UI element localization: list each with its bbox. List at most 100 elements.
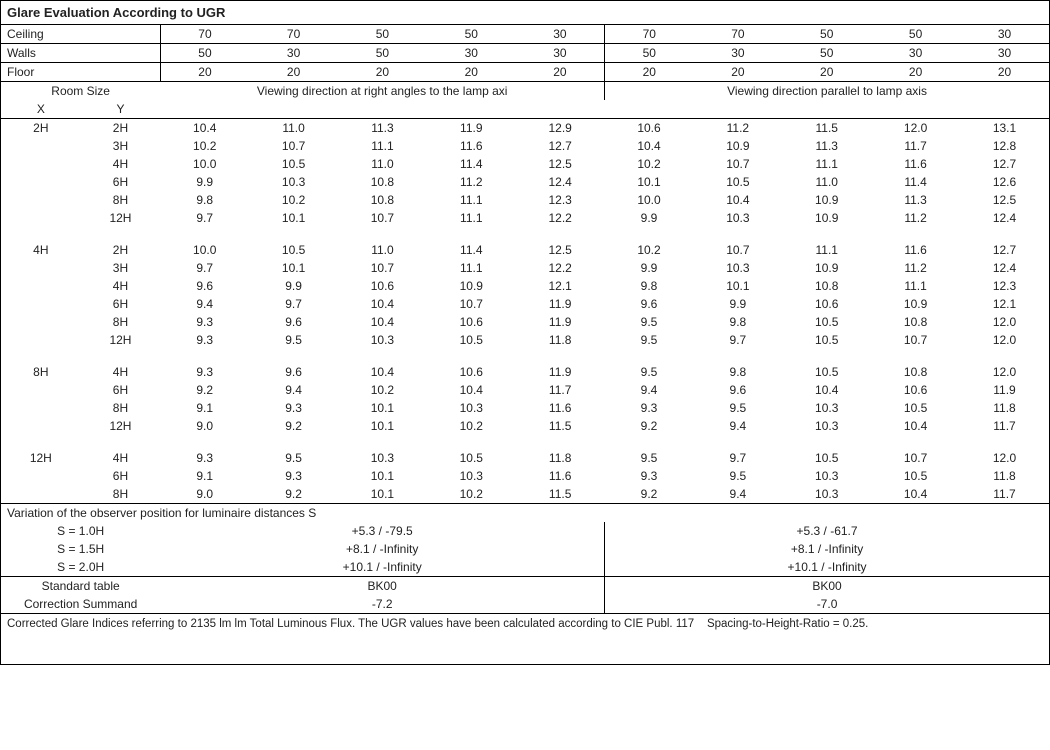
ugr-value: 10.5 [249, 155, 338, 173]
ceiling-val: 50 [427, 25, 516, 44]
ugr-value: 10.2 [160, 137, 249, 155]
spacer [427, 349, 516, 363]
spacer [516, 435, 605, 449]
ugr-value: 9.1 [160, 399, 249, 417]
ugr-value: 11.0 [249, 119, 338, 138]
ugr-value: 11.9 [960, 381, 1049, 399]
ugr-value: 10.1 [338, 485, 427, 504]
ugr-value: 10.0 [160, 155, 249, 173]
ugr-value: 10.3 [782, 485, 871, 504]
x-value [1, 485, 81, 504]
ugr-value: 10.5 [782, 331, 871, 349]
x-value: 12H [1, 449, 81, 467]
spacer [338, 349, 427, 363]
y-value: 2H [81, 119, 161, 138]
ugr-value: 10.3 [782, 467, 871, 485]
ugr-value: 10.7 [427, 295, 516, 313]
y-value: 12H [81, 209, 161, 227]
y-value: 6H [81, 467, 161, 485]
ugr-value: 10.9 [693, 137, 782, 155]
ugr-value: 11.3 [782, 137, 871, 155]
y-label: Y [81, 100, 161, 119]
ugr-value: 10.4 [160, 119, 249, 138]
floor-val: 20 [338, 63, 427, 82]
ugr-value: 11.2 [871, 209, 960, 227]
x-value: 8H [1, 363, 81, 381]
ugr-value: 11.3 [338, 119, 427, 138]
ugr-value: 10.6 [782, 295, 871, 313]
variation-right: +5.3 / -61.7 [605, 522, 1049, 540]
ceiling-val: 30 [960, 25, 1049, 44]
ugr-value: 11.7 [960, 417, 1049, 435]
spacer [338, 227, 427, 241]
ugr-value: 10.8 [871, 363, 960, 381]
x-value [1, 313, 81, 331]
standard-label: Standard table [1, 577, 160, 596]
spacer [605, 435, 694, 449]
x-value [1, 331, 81, 349]
x-value [1, 191, 81, 209]
y-value: 6H [81, 381, 161, 399]
spacer [871, 227, 960, 241]
ugr-value: 11.6 [427, 137, 516, 155]
ugr-value: 11.5 [516, 417, 605, 435]
ugr-value: 9.5 [249, 331, 338, 349]
ugr-value: 9.3 [605, 399, 694, 417]
ceiling-val: 70 [605, 25, 694, 44]
ugr-value: 11.1 [782, 155, 871, 173]
y-value: 8H [81, 399, 161, 417]
spacer [1, 435, 81, 449]
x-value [1, 155, 81, 173]
variation-left: +5.3 / -79.5 [160, 522, 604, 540]
ugr-value: 10.0 [160, 241, 249, 259]
ugr-table-container: Glare Evaluation According to UGR Ceilin… [0, 0, 1050, 665]
ugr-value: 10.2 [338, 381, 427, 399]
ugr-value: 10.4 [871, 417, 960, 435]
floor-val: 20 [782, 63, 871, 82]
x-label: X [1, 100, 81, 119]
ugr-value: 9.1 [160, 467, 249, 485]
ugr-value: 10.0 [605, 191, 694, 209]
ugr-value: 12.7 [960, 241, 1049, 259]
ugr-value: 10.4 [338, 363, 427, 381]
y-value: 8H [81, 313, 161, 331]
spacer [427, 227, 516, 241]
ugr-value: 10.4 [605, 137, 694, 155]
ugr-value: 11.0 [338, 155, 427, 173]
walls-val: 50 [782, 44, 871, 63]
ugr-value: 11.3 [871, 191, 960, 209]
ugr-value: 10.9 [782, 259, 871, 277]
ugr-value: 9.9 [605, 259, 694, 277]
ugr-value: 11.6 [871, 155, 960, 173]
y-value: 6H [81, 295, 161, 313]
spacer [249, 227, 338, 241]
walls-val: 50 [605, 44, 694, 63]
ugr-value: 12.4 [960, 209, 1049, 227]
ugr-value: 9.3 [249, 467, 338, 485]
ugr-value: 12.2 [516, 259, 605, 277]
spacer [516, 227, 605, 241]
footnote: Corrected Glare Indices referring to 213… [1, 614, 1049, 635]
ugr-value: 12.0 [960, 363, 1049, 381]
ugr-value: 9.8 [160, 191, 249, 209]
ugr-value: 10.3 [427, 399, 516, 417]
spacer [960, 227, 1049, 241]
ugr-value: 10.3 [249, 173, 338, 191]
ugr-value: 11.4 [427, 241, 516, 259]
walls-val: 30 [960, 44, 1049, 63]
y-value: 12H [81, 417, 161, 435]
room-size-label: Room Size [1, 82, 160, 101]
ugr-value: 10.8 [871, 313, 960, 331]
ugr-value: 11.9 [516, 313, 605, 331]
ugr-value: 9.7 [693, 331, 782, 349]
ugr-value: 12.0 [960, 313, 1049, 331]
ugr-value: 10.7 [338, 259, 427, 277]
blank [871, 100, 960, 119]
spacer [605, 349, 694, 363]
ugr-value: 9.4 [249, 381, 338, 399]
ugr-value: 11.1 [427, 209, 516, 227]
ugr-value: 9.5 [605, 331, 694, 349]
ugr-value: 11.4 [427, 155, 516, 173]
ugr-value: 9.2 [249, 417, 338, 435]
y-value: 8H [81, 485, 161, 504]
